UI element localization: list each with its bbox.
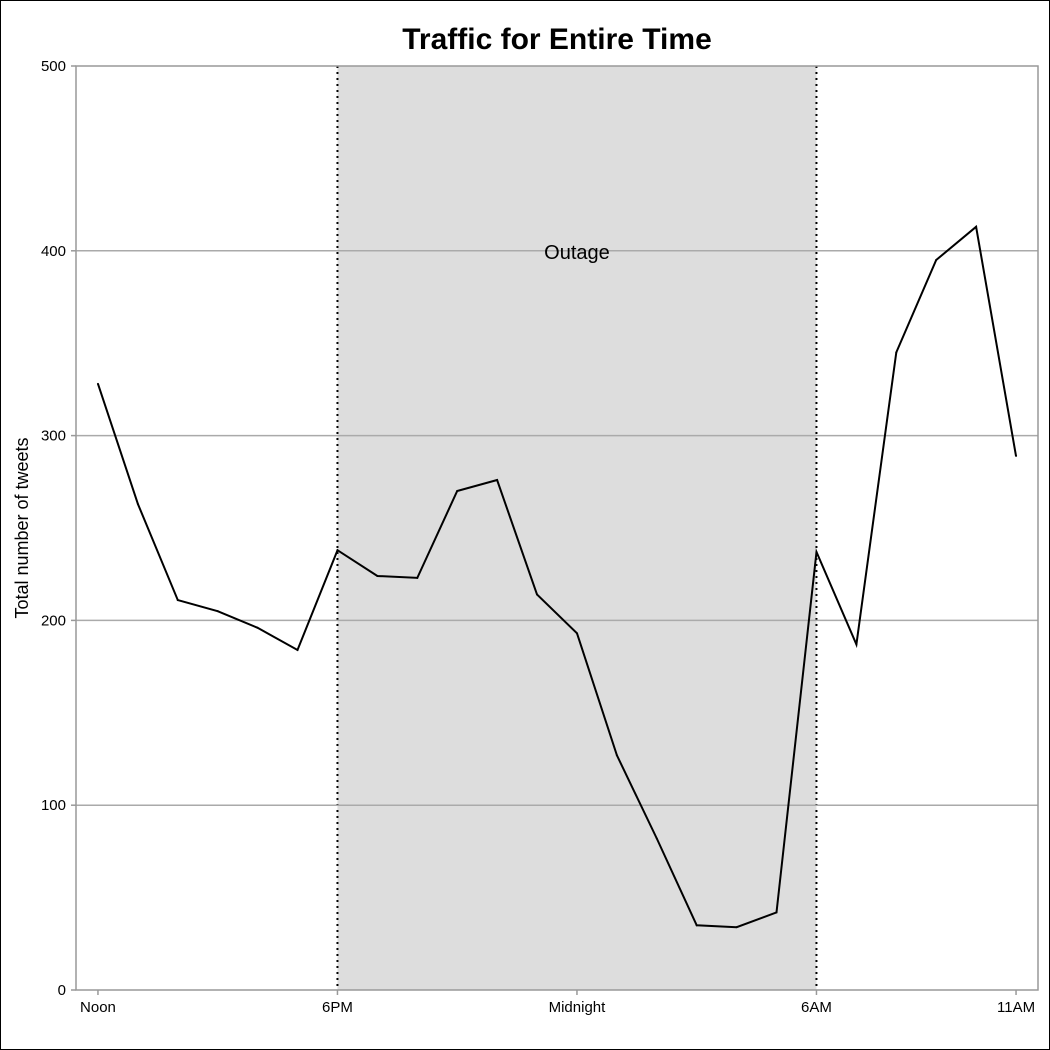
y-tick-label: 400 — [41, 243, 66, 260]
data-point — [96, 382, 99, 385]
data-point — [975, 225, 978, 228]
data-point — [735, 926, 738, 929]
data-point — [376, 575, 379, 578]
data-point — [775, 911, 778, 914]
x-tick-label: 11AM — [997, 999, 1035, 1016]
outage-region — [337, 66, 817, 990]
data-point — [815, 551, 818, 554]
y-tick-label: 500 — [41, 58, 66, 75]
data-point — [416, 576, 419, 579]
data-point — [496, 478, 499, 481]
x-tick-label: 6PM — [322, 999, 353, 1016]
y-tick-label: 200 — [41, 612, 66, 629]
data-point — [216, 610, 219, 613]
plot-area-border — [75, 65, 1039, 991]
data-point — [256, 626, 259, 629]
gridlines — [76, 250, 1038, 806]
axes — [71, 65, 1039, 995]
data-point — [296, 648, 299, 651]
data-point — [695, 924, 698, 927]
data-point — [176, 599, 179, 602]
data-point — [655, 837, 658, 840]
series-line — [97, 224, 1017, 929]
y-tick-label: 100 — [41, 797, 66, 814]
data-point — [895, 351, 898, 354]
shaded-region-layer — [336, 66, 818, 990]
x-tick-label: Midnight — [549, 999, 607, 1016]
data-point — [575, 632, 578, 635]
y-tick-label: 0 — [58, 982, 66, 999]
y-tick-label: 300 — [41, 428, 66, 445]
data-point — [456, 490, 459, 493]
x-tick-label: Noon — [80, 999, 116, 1016]
data-point — [615, 754, 618, 757]
data-point — [855, 643, 858, 646]
y-axis-label: Total number of tweets — [12, 437, 32, 618]
data-point — [536, 593, 539, 596]
outage-label: Outage — [544, 242, 610, 264]
x-tick-label: 6AM — [801, 999, 832, 1016]
data-point — [336, 549, 339, 552]
series-layer — [96, 224, 1018, 929]
data-point — [1015, 454, 1018, 457]
data-point — [136, 502, 139, 505]
data-point — [935, 259, 938, 262]
chart-title: Traffic for Entire Time — [402, 23, 712, 56]
labels-layer: 0 100 200 300 400 500 Noon 6PM Midnight 6AM 11AM Ou… — [41, 58, 1035, 1016]
